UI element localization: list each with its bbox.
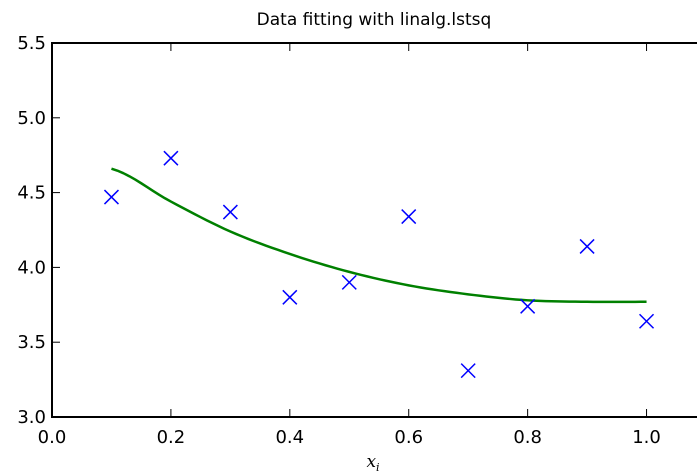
chart-title: Data fitting with linalg.lstsq	[257, 10, 492, 30]
data-point-marker	[222, 204, 238, 220]
fit-line	[111, 167, 647, 304]
x-axis-label-base: x	[366, 452, 376, 472]
y-tick-label: 5.5	[17, 33, 46, 54]
data-point-marker	[639, 313, 655, 329]
marker-stroke	[401, 209, 417, 225]
x-tick-label: 0.2	[157, 427, 186, 448]
data-point-marker	[460, 363, 476, 379]
x-axis-label-subscript: i	[376, 461, 380, 473]
y-tick-label: 3.5	[17, 332, 46, 353]
marker-stroke	[579, 238, 595, 254]
marker-stroke	[222, 204, 238, 220]
plot-frame	[51, 42, 697, 418]
x-axis-label: xi	[366, 452, 379, 473]
x-tick-label: 0.0	[38, 427, 67, 448]
y-tick-label: 4.0	[17, 257, 46, 278]
data-point-marker	[579, 238, 595, 254]
x-axis-ticks: 0.0 0.2 0.4 0.6 0.8 1.0	[38, 43, 661, 448]
y-axis-ticks: 3.0 3.5 4.0 4.5 5.0 5.5	[17, 33, 60, 428]
y-tick-label: 4.5	[17, 183, 46, 204]
x-tick-label: 0.8	[513, 427, 542, 448]
y-tick-label: 5.0	[17, 108, 46, 129]
marker-stroke	[163, 150, 179, 166]
data-point-marker	[401, 209, 417, 225]
data-point-marker	[341, 274, 357, 290]
data-point-marker	[282, 289, 298, 305]
data-point-marker	[520, 298, 536, 314]
marker-stroke	[520, 298, 536, 314]
plot-area: 3.0 3.5 4.0 4.5 5.0 5.5 0.0 0.2 0.4 0.6 0.8 1.0	[17, 33, 697, 448]
marker-stroke	[282, 289, 298, 305]
y-tick-label: 3.0	[17, 407, 46, 428]
marker-stroke	[341, 274, 357, 290]
x-tick-label: 1.0	[632, 427, 661, 448]
series-layer	[103, 150, 655, 379]
data-point-marker	[163, 150, 179, 166]
marker-stroke	[103, 189, 119, 205]
marker-stroke	[639, 313, 655, 329]
x-tick-label: 0.4	[275, 427, 304, 448]
x-tick-label: 0.6	[394, 427, 423, 448]
marker-stroke	[460, 363, 476, 379]
data-point-marker	[103, 189, 119, 205]
